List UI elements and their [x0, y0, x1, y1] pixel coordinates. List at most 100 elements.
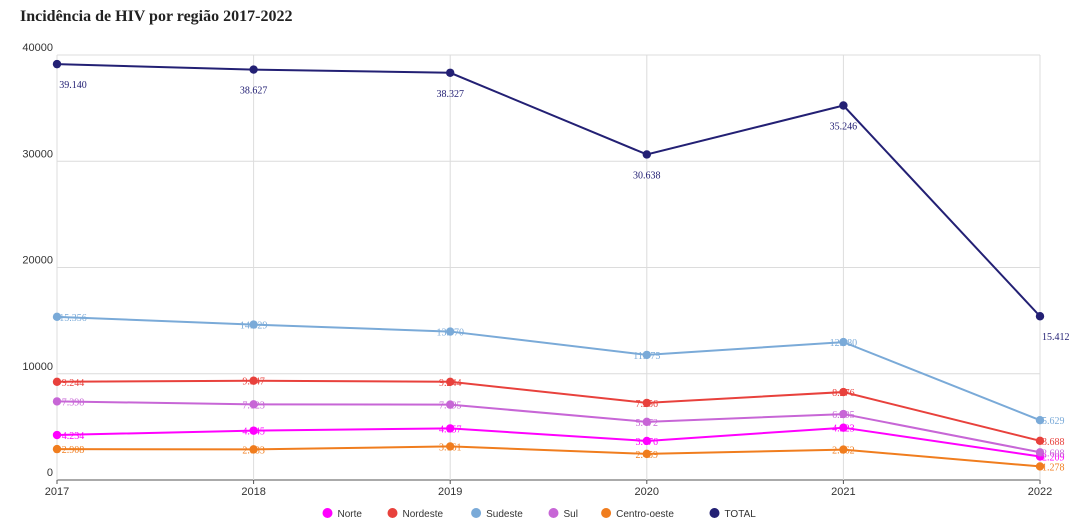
data-point-total — [249, 65, 258, 74]
x-tick-label: 2022 — [1028, 486, 1052, 498]
data-point-sudeste — [839, 337, 848, 347]
data-point-norte — [839, 423, 848, 432]
data-point-total — [642, 150, 651, 159]
data-label-total: 35.246 — [830, 122, 858, 133]
data-point-sudeste — [1035, 415, 1045, 425]
data-label-sul: 7.398 — [62, 397, 85, 408]
y-tick-label: 10000 — [22, 361, 53, 373]
series-line-norte — [56, 426, 1041, 458]
data-point-total — [52, 59, 62, 69]
data-label-norte: 4.857 — [439, 424, 462, 435]
data-label-nordeste: 9.244 — [62, 378, 85, 389]
legend-label-sul: Sul — [564, 509, 578, 520]
data-point-centro-oeste — [642, 449, 651, 459]
legend-label-centro-oeste: Centro-oeste — [616, 509, 674, 520]
x-tick-label: 2021 — [831, 486, 855, 498]
data-point-sul — [642, 417, 651, 427]
data-point-total — [839, 101, 848, 110]
data-point-norte — [249, 426, 258, 435]
legend: Norte Nordeste Sudeste Sul Centro-oeste TOTAL — [322, 508, 756, 520]
data-labels: 4.234 4.645 4.857 3.676 4.923 2.209 9.244 9.347… — [59, 80, 1069, 473]
data-point-nordeste — [839, 387, 848, 397]
data-point-sudeste — [52, 312, 62, 322]
data-point-sudeste — [249, 320, 258, 329]
data-point-total — [446, 68, 455, 77]
data-label-norte: 4.234 — [62, 431, 85, 442]
legend-marker-sudeste — [471, 508, 482, 518]
data-point-total — [1035, 312, 1045, 321]
data-point-nordeste — [52, 377, 62, 386]
data-label-sudeste: 14.629 — [240, 321, 268, 332]
data-label-sudeste: 11.775 — [633, 351, 660, 362]
data-point-sul — [839, 409, 848, 419]
data-point-sudeste — [446, 327, 455, 336]
data-point-centro-oeste — [249, 445, 258, 454]
data-point-norte — [642, 436, 651, 446]
data-label-norte: 3.676 — [636, 437, 659, 448]
legend-marker-nordeste — [387, 508, 398, 518]
data-label-sudeste: 12.980 — [830, 338, 858, 349]
y-tick-label: 40000 — [22, 42, 53, 54]
data-label-total: 38.327 — [436, 89, 464, 100]
legend-marker-sul — [548, 508, 559, 518]
data-point-sul — [1035, 448, 1045, 457]
data-label-total: 15.412 — [1042, 332, 1070, 343]
y-tick-label: 0 — [47, 467, 53, 479]
legend-label-sudeste: Sudeste — [486, 509, 523, 520]
legend-label-norte: Norte — [338, 509, 363, 520]
data-point-centro-oeste — [52, 444, 62, 454]
x-tick-label: 2020 — [635, 486, 659, 498]
data-label-sudeste: 15.356 — [59, 313, 87, 324]
y-tick-label: 20000 — [22, 255, 53, 267]
data-label-sudeste: 5.629 — [1042, 416, 1065, 427]
data-label-nordeste: 9.244 — [439, 378, 462, 389]
data-label-centro-oeste: 2.883 — [242, 445, 265, 456]
data-label-sul: 7.123 — [242, 400, 265, 411]
series-line-total — [56, 63, 1041, 317]
data-point-sul — [249, 400, 258, 409]
data-point-norte — [52, 430, 62, 440]
data-point-centro-oeste — [839, 445, 848, 454]
data-label-sudeste: 13.970 — [436, 328, 464, 339]
data-label-total: 38.627 — [240, 86, 268, 97]
data-point-centro-oeste — [446, 442, 455, 451]
data-label-norte: 4.645 — [242, 427, 265, 438]
data-point-sul — [446, 400, 455, 409]
data-label-sul: 6.205 — [832, 410, 855, 421]
series-lines — [56, 63, 1041, 468]
series-line-nordeste — [56, 379, 1041, 442]
series-line-sul — [56, 400, 1041, 454]
data-point-nordeste — [249, 376, 258, 385]
chart-title: Incidência de HIV por região 2017-2022 — [20, 8, 293, 25]
data-label-nordeste: 7.256 — [636, 399, 659, 410]
axis-layer: 0 10000 20000 30000 40000 2017 2018 2019 2020 202… — [22, 42, 1052, 498]
legend-marker-total — [709, 508, 720, 518]
data-label-norte: 4.923 — [832, 424, 855, 435]
data-label-centro-oeste: 3.161 — [439, 442, 462, 453]
data-point-nordeste — [642, 398, 651, 408]
data-label-nordeste: 8.276 — [832, 388, 855, 399]
data-label-centro-oeste: 2.862 — [832, 446, 855, 457]
data-label-norte: 2.209 — [1042, 453, 1065, 464]
data-label-total: 39.140 — [59, 80, 87, 91]
x-tick-label: 2019 — [438, 486, 462, 498]
data-label-sul: 5.472 — [636, 418, 659, 429]
data-point-norte — [446, 424, 455, 433]
series-points — [52, 59, 1045, 471]
grid-layer — [56, 54, 1041, 481]
data-label-nordeste: 3.688 — [1042, 437, 1065, 448]
data-label-nordeste: 9.347 — [242, 377, 265, 388]
x-tick-label: 2018 — [241, 486, 265, 498]
series-line-sudeste — [56, 315, 1041, 422]
y-tick-label: 30000 — [22, 148, 53, 160]
data-label-sul: 7.095 — [439, 401, 462, 412]
data-label-centro-oeste: 2.908 — [62, 445, 85, 456]
legend-label-nordeste: Nordeste — [403, 509, 444, 520]
data-point-sudeste — [642, 350, 651, 360]
data-point-nordeste — [1035, 436, 1045, 446]
legend-marker-centro-oeste — [601, 508, 612, 518]
data-label-centro-oeste: 2.459 — [636, 450, 659, 461]
data-label-sul: 2.608 — [1042, 448, 1065, 459]
series-line-centro-oeste — [56, 445, 1041, 468]
